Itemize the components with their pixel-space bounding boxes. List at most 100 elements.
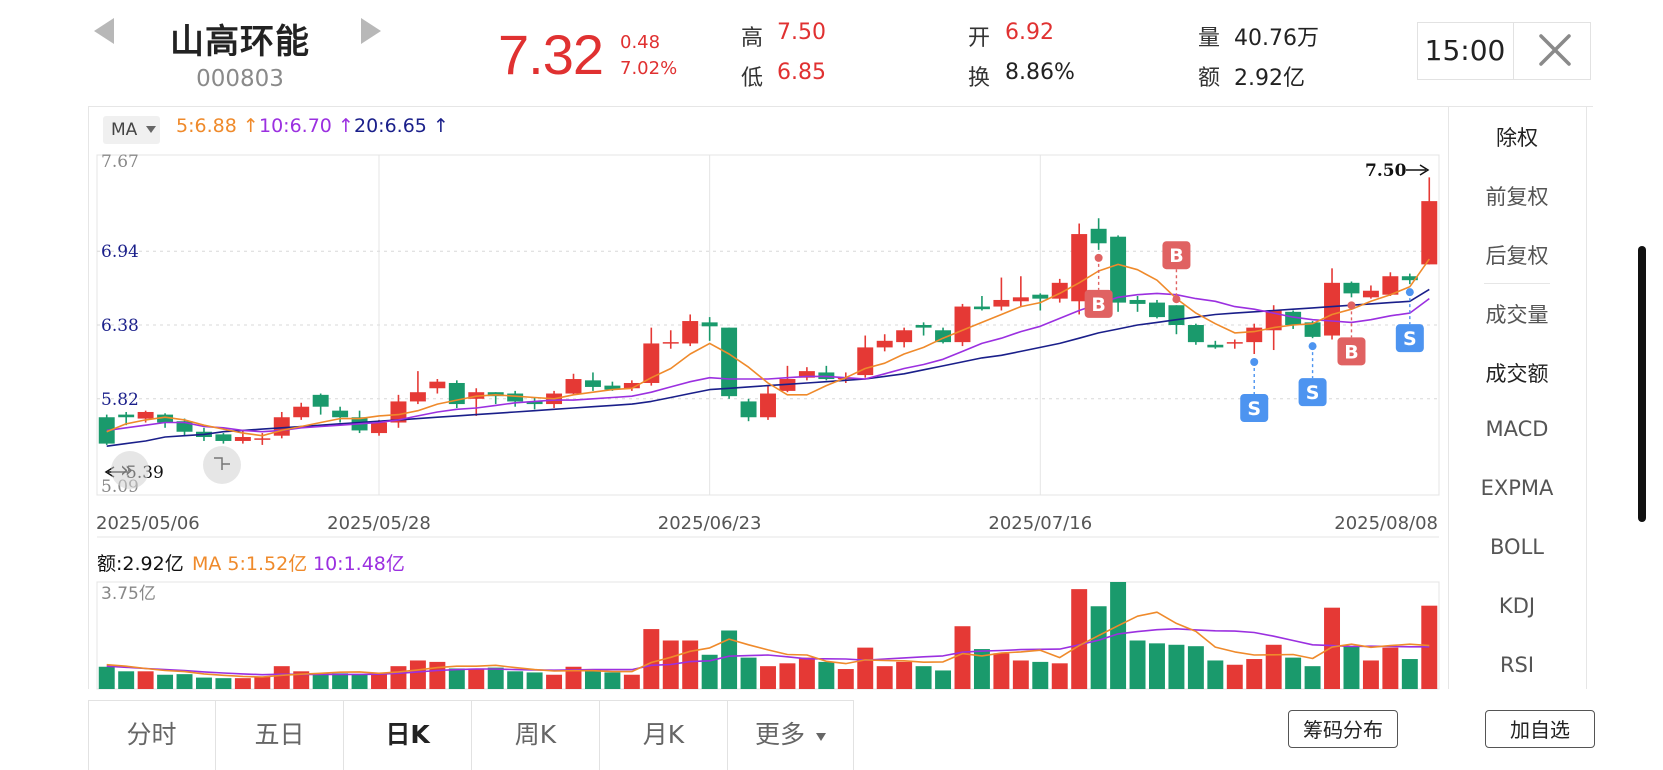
amount-bar-down: [1149, 643, 1165, 689]
signal-label: S: [1247, 398, 1261, 420]
amount-title: 额:2.92亿: [97, 553, 184, 575]
side-item-macd[interactable]: MACD: [1485, 417, 1549, 441]
amount-bar-down: [701, 654, 718, 689]
prev-stock-arrow-icon[interactable]: [94, 18, 114, 44]
amount-bar-down: [973, 649, 990, 689]
side-item-rsi[interactable]: RSI: [1499, 653, 1535, 677]
candle-up: [409, 392, 426, 402]
tab-daily-k[interactable]: 日K: [344, 700, 472, 770]
header-divider: [88, 106, 1593, 107]
scrollbar-thumb[interactable]: [1638, 246, 1646, 522]
candle-down: [1343, 282, 1360, 294]
amount-bar-up: [760, 666, 776, 689]
candle-down: [118, 414, 135, 418]
tab-monthly-k[interactable]: 月K: [600, 700, 728, 770]
double-chevron-icon: »: [120, 458, 133, 483]
time-display: 15:00: [1424, 34, 1506, 67]
candle-up: [1071, 234, 1088, 302]
candle-down: [1285, 311, 1302, 325]
amount-bar-up: [565, 666, 582, 689]
sell-signal-badge: [1240, 393, 1269, 422]
amount-bar-up: [1246, 659, 1263, 689]
candle-down: [1168, 305, 1185, 325]
amount-bar-up: [1051, 663, 1068, 689]
open-value: 6.92: [1005, 20, 1054, 45]
amount-ma5-line: [106, 611, 1430, 678]
amount-bar-down: [1110, 582, 1127, 689]
candle-up: [1226, 342, 1243, 344]
amount-bar-down: [1187, 646, 1204, 689]
amount-bar-up: [682, 640, 699, 689]
amount-bar-down: [740, 657, 757, 689]
tab-more[interactable]: 更多: [754, 720, 805, 749]
amount-bar-down: [584, 669, 601, 689]
candle-down: [507, 393, 524, 402]
caret-down-icon: [816, 733, 826, 741]
high-label: 高: [741, 26, 764, 51]
amount-bar-up: [429, 661, 446, 689]
amount-bar-down: [118, 671, 135, 689]
candle-down: [1149, 302, 1165, 318]
x-tick-label: 2025/07/16: [988, 513, 1092, 534]
amount-bar-up: [293, 671, 310, 689]
side-item-expma[interactable]: EXPMA: [1480, 476, 1554, 500]
amount-bar-up: [371, 674, 387, 689]
amount-bar-up: [409, 660, 426, 689]
signal-dot: [1094, 253, 1103, 262]
candle-up: [1421, 201, 1438, 265]
amount-bar-up: [954, 626, 971, 689]
amount-bar-down: [1343, 646, 1360, 689]
next-stock-arrow-icon[interactable]: [361, 18, 381, 44]
amount-bar-down: [1304, 666, 1321, 689]
side-item-boll[interactable]: BOLL: [1490, 535, 1544, 559]
side-item-ex-rights[interactable]: 除权: [1496, 126, 1538, 150]
y-tick-label: 7.67: [101, 152, 139, 172]
candle-down: [584, 380, 601, 387]
amount-bar-down: [1207, 660, 1224, 689]
amount-bar-up: [137, 671, 154, 689]
amount-label: 额: [1198, 66, 1221, 91]
amount-bar-up: [896, 661, 913, 689]
candle-up: [273, 417, 290, 436]
candle-up: [1324, 282, 1341, 336]
candle-down: [215, 434, 232, 441]
candle-down: [721, 327, 738, 397]
chip-distribution-button[interactable]: 筹码分布: [1288, 710, 1398, 748]
side-item-volume[interactable]: 成交量: [1485, 303, 1549, 327]
amount-ma5-label: MA 5:1.52亿: [192, 553, 307, 575]
current-price: 7.32: [498, 23, 604, 86]
close-icon[interactable]: [1535, 30, 1575, 70]
candle-up: [1362, 290, 1379, 298]
high-value: 7.50: [777, 20, 826, 45]
amount-bar-up: [546, 674, 563, 689]
side-item-forward-adjust[interactable]: 前复权: [1485, 185, 1549, 209]
tab-five-day[interactable]: 五日: [216, 700, 344, 770]
sell-signal-badge: [1395, 324, 1424, 353]
signal-dot: [1172, 295, 1181, 304]
tab-weekly-k[interactable]: 周K: [472, 700, 600, 770]
tab-intraday[interactable]: 分时: [88, 700, 216, 770]
side-item-amount[interactable]: 成交额: [1485, 362, 1549, 386]
side-panel-divider: [1484, 283, 1550, 284]
price-change-percent: 7.02%: [620, 58, 678, 79]
y-tick-label: 6.94: [101, 242, 139, 262]
amount-bar-down: [487, 667, 504, 689]
amount-bar-up: [254, 677, 271, 689]
amount-bar-up: [798, 657, 815, 689]
low-value: 6.85: [777, 60, 826, 85]
buy-signal-badge: [1162, 241, 1191, 270]
side-item-kdj[interactable]: KDJ: [1498, 594, 1536, 618]
candle-up: [1265, 310, 1282, 331]
scroll-left-button: [111, 451, 149, 489]
candle-down: [157, 414, 174, 423]
candle-up: [760, 393, 776, 418]
amount-bar-up: [857, 647, 874, 689]
amount-bar-up: [779, 663, 796, 689]
add-watchlist-button[interactable]: 加自选: [1485, 710, 1595, 748]
candle-down: [1090, 228, 1107, 244]
candle-up: [662, 342, 679, 344]
candle-down: [1401, 276, 1418, 281]
side-item-backward-adjust[interactable]: 后复权: [1485, 244, 1549, 268]
amount-bar-down: [332, 673, 349, 689]
